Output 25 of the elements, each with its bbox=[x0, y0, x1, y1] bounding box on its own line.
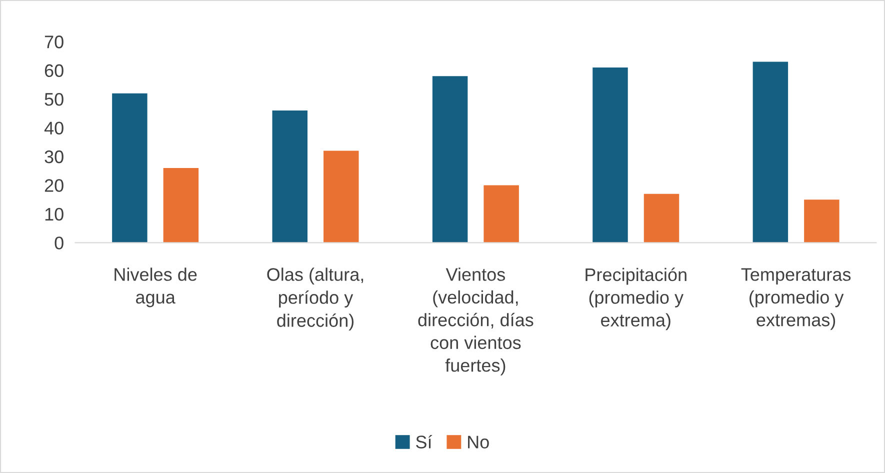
y-tick-label: 70 bbox=[44, 36, 64, 48]
bar bbox=[592, 67, 628, 243]
bar bbox=[163, 168, 199, 243]
legend-label: No bbox=[468, 436, 489, 448]
y-tick-label: 30 bbox=[44, 150, 64, 164]
y-tick-label: 40 bbox=[44, 122, 64, 134]
y-tick-label: 20 bbox=[44, 179, 64, 192]
x-tick-label: Vientos (velocidad, dirección, días con vientos fuertes) bbox=[418, 268, 534, 376]
y-tick-label: 0 bbox=[54, 236, 64, 250]
bar bbox=[324, 150, 359, 243]
bar bbox=[644, 194, 680, 243]
legend-label: Sí bbox=[416, 434, 432, 448]
x-tick-label: Temperaturas (promedio y extremas) bbox=[741, 268, 851, 330]
y-tick-label: 50 bbox=[44, 92, 64, 106]
x-tick-label: Precipitación (promedio y extrema) bbox=[586, 268, 686, 330]
x-tick-label: Olas (altura, período y dirección) bbox=[267, 268, 364, 331]
bar bbox=[432, 76, 468, 243]
bar bbox=[112, 93, 148, 243]
bar bbox=[272, 110, 308, 243]
x-tick-label: Niveles de agua bbox=[114, 268, 197, 308]
y-tick-label: 10 bbox=[45, 208, 64, 221]
bar bbox=[752, 62, 788, 243]
bar bbox=[484, 185, 519, 243]
y-tick-label: 60 bbox=[44, 64, 64, 78]
bar bbox=[804, 200, 840, 243]
